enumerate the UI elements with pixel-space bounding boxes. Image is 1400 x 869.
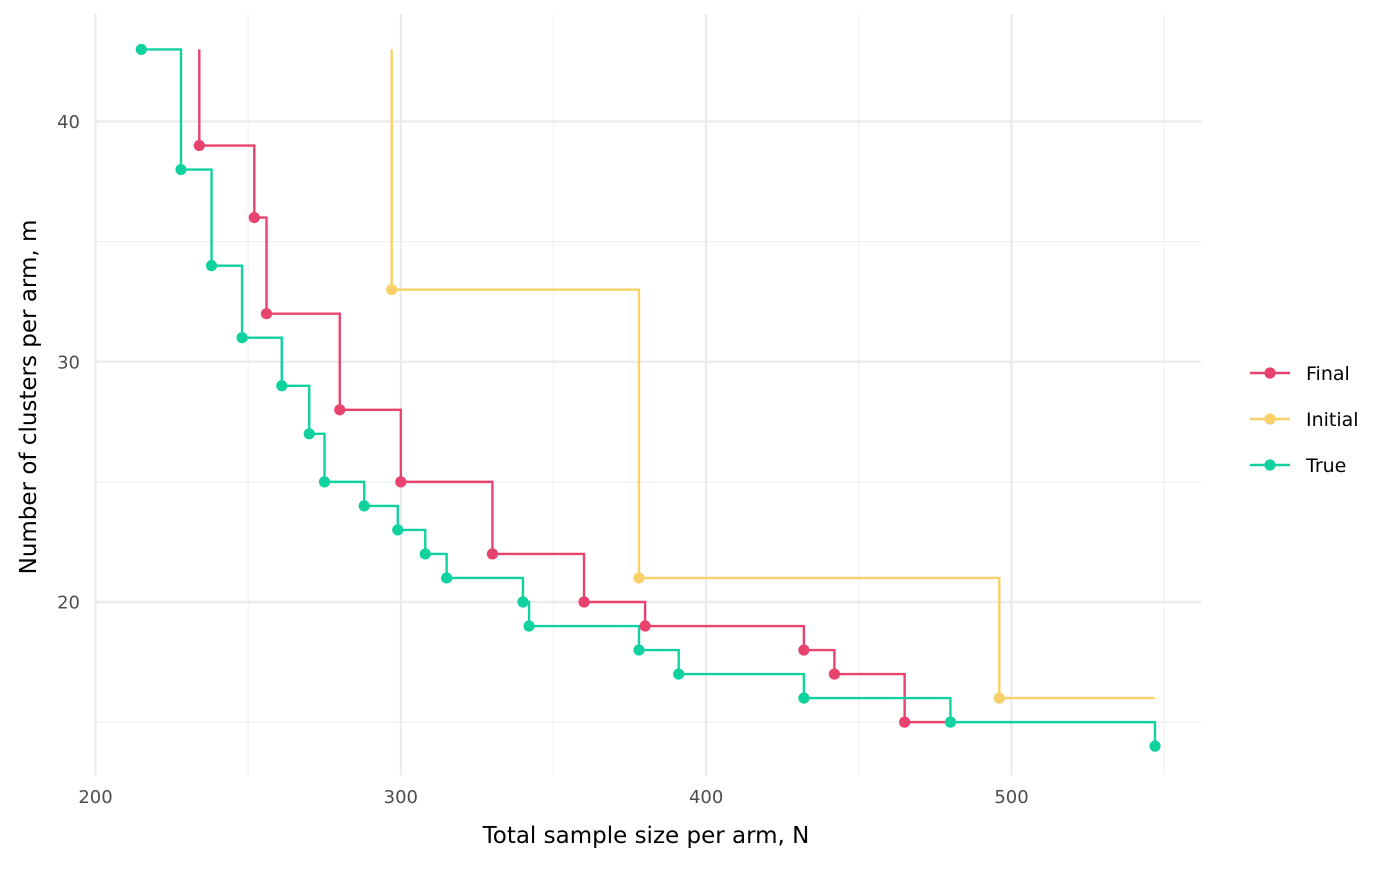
x-tick-label: 200 bbox=[78, 787, 112, 808]
data-point-final bbox=[798, 644, 810, 656]
legend-label: True bbox=[1305, 455, 1346, 477]
data-point-final bbox=[260, 308, 273, 320]
legend-key-point bbox=[1264, 367, 1276, 379]
data-point-true bbox=[1149, 740, 1161, 752]
series-points bbox=[135, 43, 1161, 752]
data-point-true bbox=[236, 332, 248, 344]
legend-item-initial: Initial bbox=[1250, 409, 1359, 431]
data-point-true bbox=[944, 716, 957, 728]
y-tick-label: 20 bbox=[57, 593, 80, 614]
y-tick-label: 40 bbox=[57, 112, 80, 133]
legend-key-point bbox=[1264, 459, 1276, 471]
data-point-final bbox=[395, 476, 407, 488]
data-point-true bbox=[205, 260, 218, 272]
data-point-true bbox=[517, 596, 529, 608]
data-point-final bbox=[486, 548, 499, 560]
data-point-initial bbox=[993, 692, 1005, 704]
data-point-initial bbox=[386, 284, 398, 296]
data-point-true bbox=[318, 476, 331, 488]
series-line-true bbox=[141, 48, 1157, 747]
x-tick-label: 500 bbox=[994, 787, 1028, 808]
grid bbox=[94, 14, 1201, 775]
data-point-true bbox=[419, 548, 431, 560]
x-axis-title: Total sample size per arm, N bbox=[482, 823, 810, 849]
legend-item-final: Final bbox=[1250, 363, 1350, 385]
legend: Final Initial True bbox=[1250, 363, 1359, 477]
data-point-initial bbox=[633, 572, 645, 584]
data-point-true bbox=[175, 163, 187, 176]
legend-label: Initial bbox=[1306, 409, 1359, 431]
data-point-true bbox=[673, 668, 685, 680]
x-tick-label: 400 bbox=[689, 787, 723, 808]
data-point-true bbox=[441, 572, 453, 584]
data-point-true bbox=[358, 500, 370, 512]
data-point-true bbox=[303, 428, 315, 440]
series-lines bbox=[141, 48, 1157, 747]
data-point-true bbox=[135, 43, 147, 56]
data-point-final bbox=[899, 716, 911, 728]
data-point-true bbox=[523, 620, 535, 632]
legend-item-true: True bbox=[1250, 455, 1346, 477]
legend-key-point bbox=[1264, 413, 1276, 425]
series-line-final bbox=[198, 49, 951, 724]
data-point-final bbox=[828, 668, 841, 680]
data-point-final bbox=[334, 404, 346, 416]
y-tick-label: 30 bbox=[57, 352, 80, 373]
data-point-true bbox=[276, 380, 288, 392]
tick-labels: 200 300 400 500 20 30 40 bbox=[57, 112, 1029, 808]
data-point-final bbox=[248, 212, 260, 224]
y-axis-title: Number of clusters per arm, m bbox=[16, 220, 42, 575]
legend-label: Final bbox=[1306, 363, 1350, 385]
data-point-true bbox=[798, 692, 810, 704]
data-point-final bbox=[639, 620, 651, 632]
data-point-true bbox=[633, 644, 645, 656]
data-point-final bbox=[578, 596, 590, 608]
x-tick-label: 300 bbox=[384, 787, 418, 808]
series-line-initial bbox=[390, 49, 1156, 700]
data-point-true bbox=[392, 524, 404, 536]
data-point-final bbox=[193, 139, 205, 152]
